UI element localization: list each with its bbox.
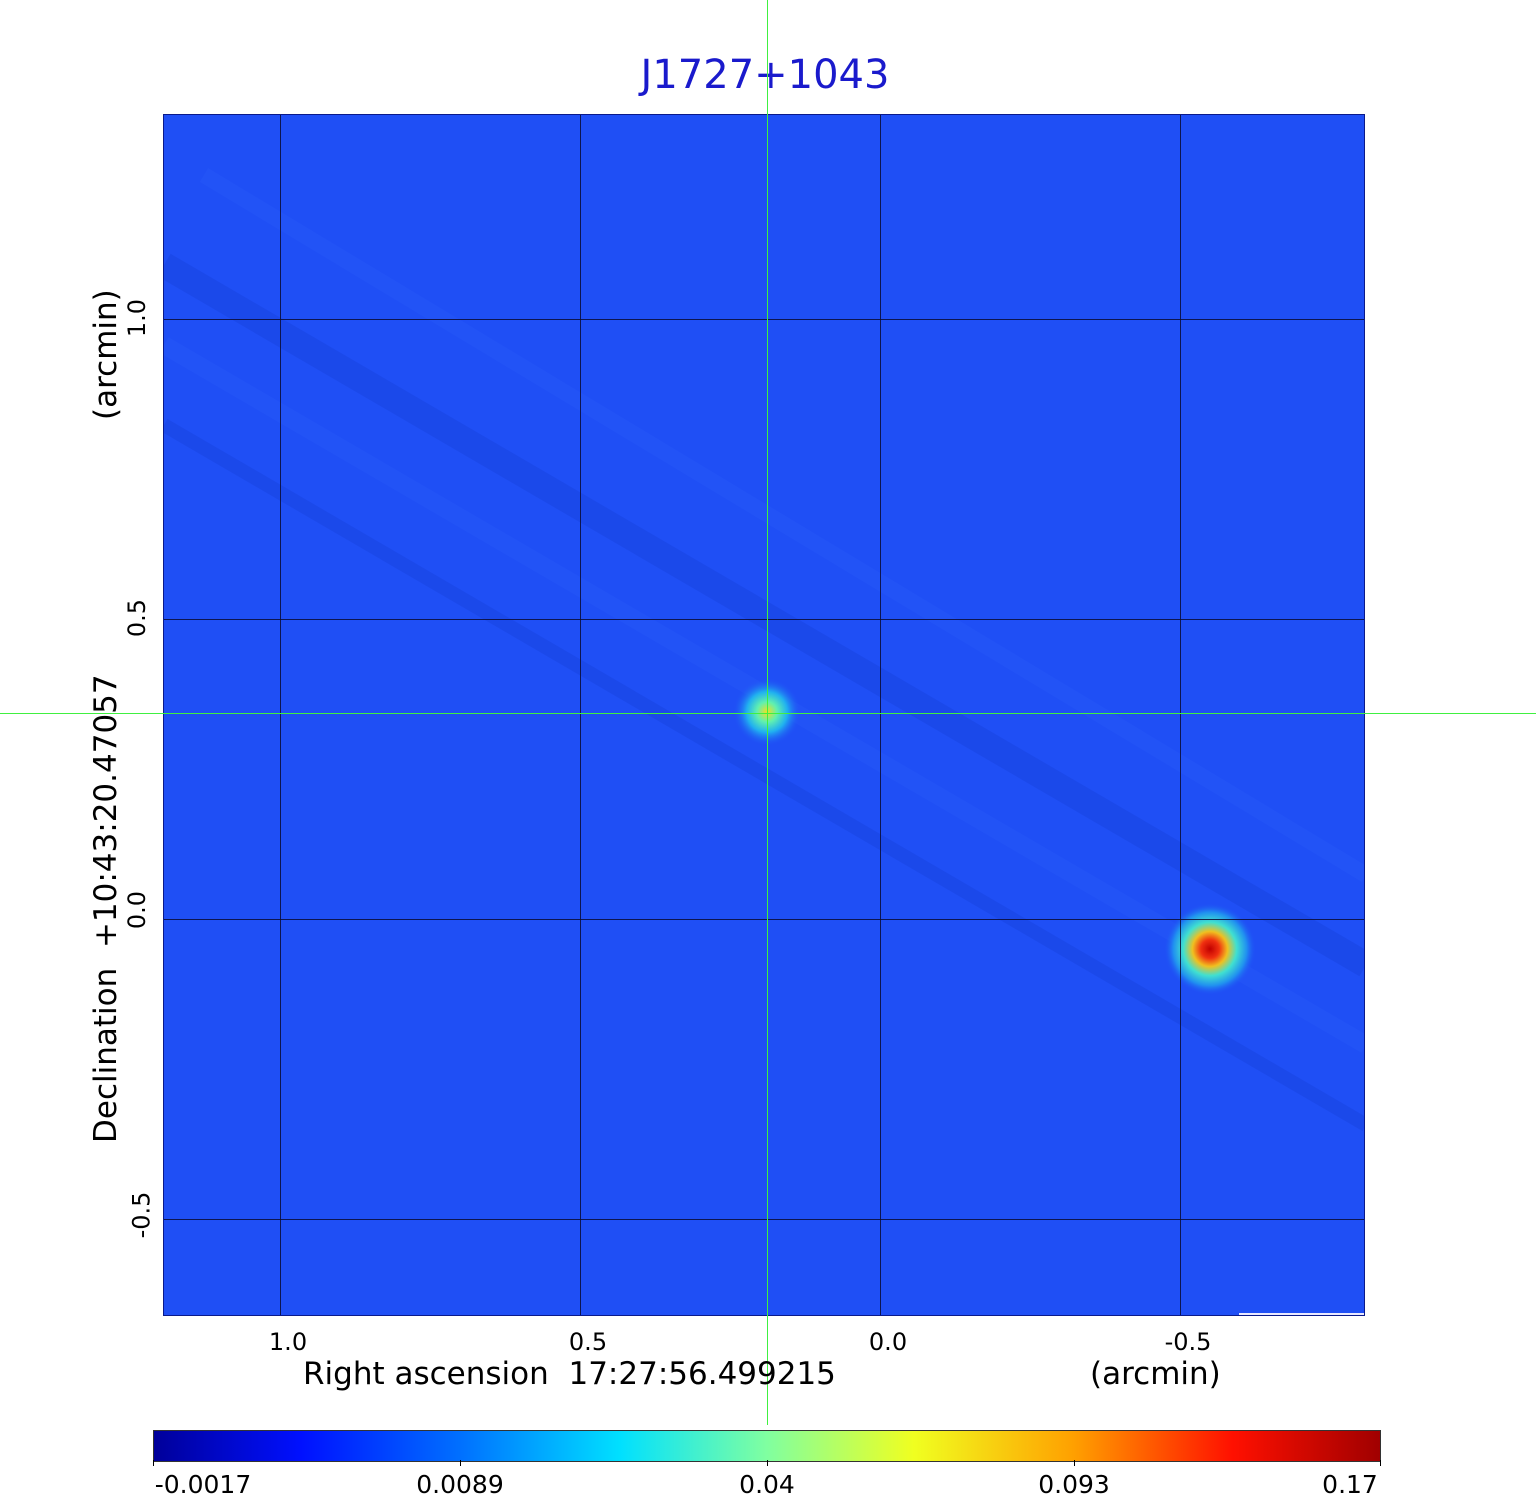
crosshair-vertical [767,0,768,1425]
colorbar-tick-label: -0.0017 [154,1470,252,1499]
image-title: J1727+1043 [640,52,890,98]
colorbar-tick-mark [1074,1460,1075,1466]
y-tick-label: 0.5 [123,598,152,638]
sky-image[interactable] [163,114,1365,1316]
x-tick-label: 0.0 [868,1328,908,1356]
grid-line [164,919,1364,920]
colorbar-tick-label: 0.0089 [416,1470,504,1499]
colorbar-tick-mark [460,1460,461,1466]
x-axis-label: Right ascension 17:27:56.499215 [303,1356,836,1392]
x-tick-label: -0.5 [1164,1328,1212,1356]
y-axis-label: Declination +10:43:20.47057 [88,674,124,1143]
crosshair-horizontal [0,713,1536,714]
colorbar-tick-label: 0.17 [1322,1470,1378,1499]
y-tick-label: 1.0 [123,298,152,338]
grid-line [280,115,281,1315]
x-axis-unit: (arcmin) [1090,1356,1221,1392]
grid-line [880,115,881,1315]
colorbar-tick-mark [153,1460,154,1466]
x-tick-label: 1.0 [268,1328,308,1356]
grid-line [164,1219,1364,1220]
x-tick-label: 0.5 [568,1328,608,1356]
colorbar-tick-label: 0.093 [1038,1470,1110,1499]
colorbar-tick-label: 0.04 [739,1470,795,1499]
image-noise-layer [164,168,1364,1315]
y-tick-label: 0.0 [123,890,152,930]
source-b [1164,903,1256,995]
y-tick-label: -0.5 [127,1191,156,1239]
colorbar-tick-mark [1380,1460,1381,1466]
grid-line [1180,115,1181,1315]
grid-line [580,115,581,1315]
grid-line [164,619,1364,620]
colorbar [153,1430,1381,1462]
colorbar-tick-mark [767,1460,768,1466]
y-axis-unit: (arcmin) [88,289,124,420]
grid-line [164,319,1364,320]
